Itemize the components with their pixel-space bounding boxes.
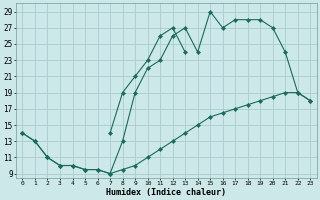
X-axis label: Humidex (Indice chaleur): Humidex (Indice chaleur) <box>106 188 226 197</box>
